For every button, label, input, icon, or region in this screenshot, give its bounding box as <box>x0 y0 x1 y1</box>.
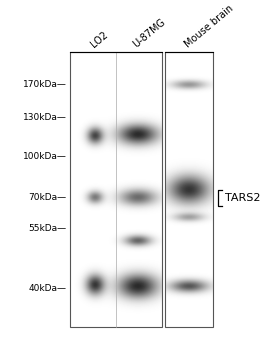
Text: U-87MG: U-87MG <box>131 17 167 50</box>
Text: TARS2: TARS2 <box>225 193 260 203</box>
Bar <box>165 52 213 327</box>
Text: Mouse brain: Mouse brain <box>183 4 235 50</box>
Text: 55kDa—: 55kDa— <box>28 224 67 233</box>
Text: 100kDa—: 100kDa— <box>22 152 67 161</box>
Text: 130kDa—: 130kDa— <box>22 113 67 122</box>
Text: LO2: LO2 <box>89 30 110 50</box>
Text: 170kDa—: 170kDa— <box>22 80 67 89</box>
Text: 40kDa—: 40kDa— <box>29 284 67 293</box>
Text: 70kDa—: 70kDa— <box>28 193 67 202</box>
Bar <box>70 52 162 327</box>
